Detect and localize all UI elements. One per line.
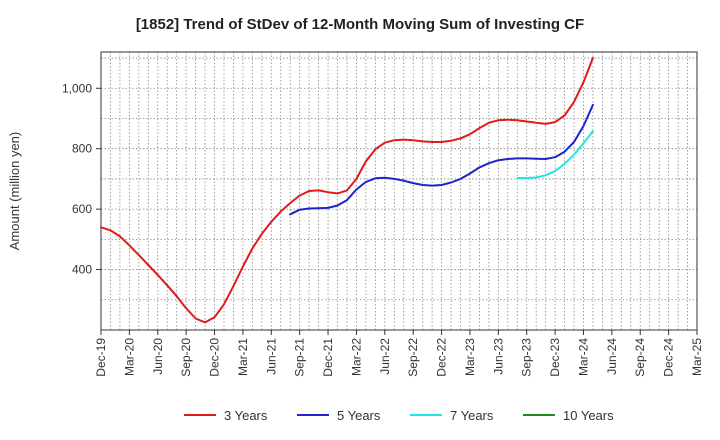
x-tick-label: Sep-24 (633, 338, 647, 377)
x-tick-label: Dec-24 (662, 338, 676, 377)
x-tick-label: Dec-19 (94, 338, 108, 377)
x-tick-label: Dec-20 (208, 338, 222, 377)
x-tick-label: Jun-21 (264, 338, 278, 375)
plot-frame (100, 51, 698, 331)
x-tick-label: Dec-22 (435, 338, 449, 377)
x-tick-label: Mar-25 (690, 338, 704, 376)
x-tick-label: Dec-23 (548, 338, 562, 377)
legend-label-4: 10 Years (563, 408, 614, 423)
x-tick-label: Mar-23 (463, 338, 477, 376)
y-axis-label: Amount (million yen) (7, 132, 22, 251)
x-tick-label: Sep-23 (520, 338, 534, 377)
x-tick-label: Sep-20 (179, 338, 193, 377)
x-tick-label: Sep-22 (406, 338, 420, 377)
y-tick-label: 400 (72, 263, 92, 277)
legend-label-3: 7 Years (450, 408, 494, 423)
x-tick-label: Jun-22 (378, 338, 392, 375)
series-line-2 (289, 103, 594, 216)
grid (101, 52, 697, 330)
series-line-1 (100, 57, 594, 324)
x-tick-label: Dec-21 (321, 338, 335, 377)
y-tick-label: 800 (72, 142, 92, 156)
x-tick-label: Mar-22 (349, 338, 363, 376)
x-tick-label: Jun-24 (605, 338, 619, 375)
x-tick-label: Mar-21 (236, 338, 250, 376)
x-tick-label: Mar-20 (122, 338, 136, 376)
x-tick-label: Jun-20 (151, 338, 165, 375)
series-line-3 (516, 130, 594, 179)
series-lines (100, 57, 594, 324)
y-tick-label: 600 (72, 202, 92, 216)
chart-title: [1852] Trend of StDev of 12-Month Moving… (136, 16, 584, 33)
legend: 3 Years 5 Years 7 Years 10 Years (184, 408, 614, 423)
y-axis-ticks: 400 600 800 1,000 (62, 81, 101, 277)
legend-label-1: 3 Years (224, 408, 268, 423)
y-tick-label: 1,000 (62, 81, 92, 95)
x-tick-label: Jun-23 (491, 338, 505, 375)
x-axis-ticks: Dec-19 Mar-20 Jun-20 Sep-20 Dec-20 Mar-21 Jun-… (94, 330, 704, 377)
legend-label-2: 5 Years (337, 408, 381, 423)
x-tick-label: Sep-21 (293, 338, 307, 377)
x-tick-label: Mar-24 (576, 338, 590, 376)
